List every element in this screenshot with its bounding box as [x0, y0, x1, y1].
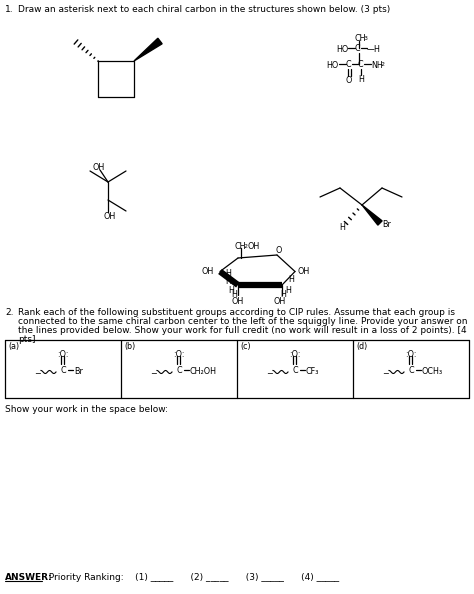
Text: CH₂OH: CH₂OH [190, 367, 217, 376]
Text: Br: Br [74, 367, 83, 376]
Text: (a): (a) [8, 342, 19, 351]
Text: OH: OH [202, 267, 214, 276]
Text: −: − [266, 369, 273, 378]
Text: the lines provided below. Show your work for full credit (no work will result in: the lines provided below. Show your work… [18, 326, 466, 335]
Text: OH: OH [298, 267, 310, 276]
Text: C: C [358, 60, 364, 69]
Text: (c): (c) [240, 342, 251, 351]
Text: H: H [288, 274, 294, 283]
Text: CF₃: CF₃ [306, 367, 319, 376]
Text: O: O [276, 246, 283, 255]
Text: Rank each of the following substituent groups according to CIP rules. Assume tha: Rank each of the following substituent g… [18, 308, 455, 317]
Text: H: H [225, 270, 231, 279]
Text: H: H [339, 223, 345, 232]
Text: :O:: :O: [57, 350, 69, 359]
Text: OH: OH [232, 297, 244, 306]
Text: HO: HO [326, 61, 338, 69]
Text: 2.: 2. [5, 308, 13, 317]
Text: C: C [346, 60, 352, 69]
Text: HO: HO [336, 45, 348, 53]
Text: O: O [346, 76, 352, 85]
Text: C: C [292, 366, 298, 375]
Text: connected to the same chiral carbon center to the left of the squiggly line. Pro: connected to the same chiral carbon cent… [18, 317, 467, 326]
Text: :O:: :O: [405, 350, 417, 359]
Polygon shape [134, 38, 162, 61]
Text: H: H [280, 290, 286, 299]
Text: pts]: pts] [18, 335, 36, 344]
Text: Br: Br [382, 220, 391, 229]
Text: Priority Ranking:    (1) _____      (2) _____      (3) _____      (4) _____: Priority Ranking: (1) _____ (2) _____ (3… [43, 573, 339, 582]
Text: (d): (d) [356, 342, 367, 351]
Text: Draw an asterisk next to each chiral carbon in the structures shown below. (3 pt: Draw an asterisk next to each chiral car… [18, 5, 390, 14]
Text: C: C [408, 366, 414, 375]
Text: Show your work in the space below:: Show your work in the space below: [5, 405, 168, 414]
Text: H: H [285, 286, 291, 295]
Text: 3: 3 [364, 36, 368, 40]
Text: 1.: 1. [5, 5, 14, 14]
Text: OH: OH [93, 163, 105, 172]
Text: −: − [150, 369, 157, 378]
Text: C: C [60, 366, 66, 375]
Text: CH: CH [355, 34, 366, 43]
Text: 2: 2 [381, 62, 385, 68]
Text: H: H [225, 276, 231, 286]
Text: 2: 2 [244, 244, 248, 249]
Text: —H: —H [367, 45, 381, 53]
Text: OH: OH [274, 297, 286, 306]
Polygon shape [362, 205, 382, 225]
Text: H: H [358, 75, 364, 84]
Text: H: H [231, 290, 237, 299]
Text: OH: OH [248, 242, 260, 251]
Text: −: − [34, 369, 41, 378]
Text: OCH₃: OCH₃ [422, 367, 443, 376]
Text: (b): (b) [124, 342, 135, 351]
Text: ANSWER:: ANSWER: [5, 573, 53, 582]
Text: C: C [355, 44, 361, 53]
Text: C: C [176, 366, 182, 375]
Text: :O:: :O: [173, 350, 185, 359]
Text: NH: NH [371, 61, 383, 69]
Text: −: − [382, 369, 389, 378]
Text: OH: OH [104, 212, 116, 221]
Text: :O:: :O: [289, 350, 301, 359]
Text: H: H [228, 286, 234, 295]
Text: CH: CH [235, 242, 246, 251]
